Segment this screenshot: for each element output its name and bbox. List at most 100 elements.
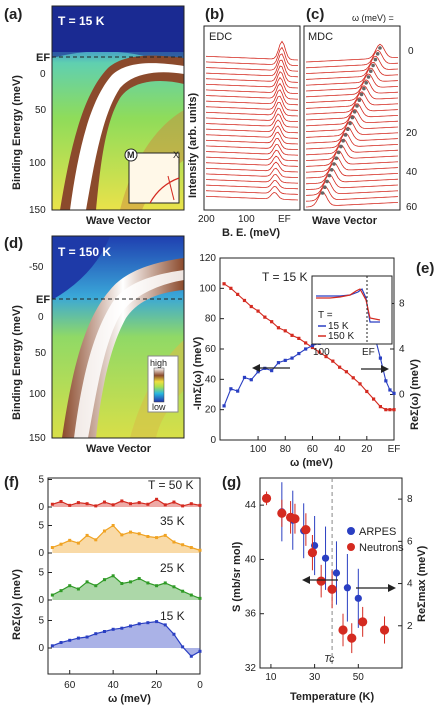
panel-d-ytick-100: 100 [29,389,46,400]
area-point [102,630,106,633]
area-point [172,585,176,589]
resigma-point [290,356,294,360]
area-point [76,501,80,505]
area-point [68,503,72,507]
area-point [155,620,159,624]
area-point [59,500,63,503]
mdc-curve [305,97,399,115]
area-point [181,645,185,649]
panel-e-ylabel-left: -ImΣ(ω) (meV) [192,336,204,410]
inset-150k-label: 150 K [328,331,354,342]
resigma-point [270,369,274,373]
panel-g-xtick: 50 [353,672,365,683]
area-point [120,582,124,585]
panel-g-ylabel-left: S (mb/sr mol) [231,541,243,612]
mdc-curve [305,186,399,202]
panel-b-label: (b) [205,6,224,23]
tc-label: Tc [324,654,334,665]
panel-g-xtick: 30 [309,672,321,683]
panel-f-ytick: 0 [38,548,44,559]
resigma-point [276,361,281,365]
mdc-curve [305,43,399,63]
inset-xtick-100: 100 [313,347,330,358]
area-point [76,587,80,591]
area-point [189,502,193,506]
edc-curves [205,40,299,201]
imsigma-point [242,298,247,303]
panel-d-ef-label: EF [36,294,50,306]
area-point [85,635,89,639]
area-point [102,500,106,504]
panel-f-ytick: 5 [38,475,44,486]
edc-curve [205,119,299,134]
resigma-point [256,370,260,374]
panel-a-label: (a) [4,6,22,23]
area-point [50,546,54,549]
area-point [163,623,167,627]
imsigma-point [222,282,226,286]
panel-g-ytick-left: 32 [245,663,257,674]
edc-curve [205,143,299,156]
mdc-peak-marker [343,133,348,137]
panel-g-label: (g) [222,474,241,491]
area-fill [52,499,200,507]
panel-g-ytick-right: 4 [407,579,413,590]
mdc-curve [305,144,399,161]
panel-f-ylabel: ReΣ(ω) (meV) [11,569,23,640]
area-point [129,624,133,628]
mdc-peak-marker [364,81,369,85]
panel-a-xlabel: Wave Vector [86,215,152,227]
mdc-curve [305,109,399,127]
imsigma-point [229,286,233,290]
mdc-peak-marker [355,104,359,108]
area-point [111,574,115,578]
panel-g-legend: ARPES Neutrons [347,526,404,554]
panel-e-label: (e) [416,260,434,277]
panel-f-ytick: 0 [38,595,44,606]
panel-d-ylabel: Binding Energy (meV) [11,305,23,420]
mdc-peak-marker [375,52,380,56]
panel-e-temperature: T = 15 K [262,270,307,284]
panel-e-ytick-left: 0 [210,435,216,446]
area-point [198,596,202,600]
area-point [146,621,150,625]
mdc-peak-marker [348,121,352,126]
area-point [137,577,141,581]
area-point [181,589,185,593]
panel-e-xtick: 60 [307,444,319,455]
mdc-peak-marker [369,69,373,73]
arpes-point [354,594,362,602]
imsigma-point [310,345,315,350]
imsigma-point [384,408,388,412]
area-point [137,532,141,536]
panel-g-ytick-right: 6 [407,536,413,547]
edc-curve [205,76,299,94]
mdc-curve [305,91,399,109]
edc-curve [205,71,299,89]
imsigma-point [304,341,308,345]
mdc-curve [305,103,399,121]
area-point [59,589,63,593]
mdc-curve [305,79,399,98]
area-point [94,504,98,508]
colorbar-high: high [150,358,167,368]
area-point [120,533,124,537]
mdc-curve [305,120,399,138]
inset-15k-label: 15 K [328,321,349,332]
mdc-curve [305,150,399,167]
area-point [155,536,159,540]
mdc-curve [305,180,399,196]
mdc-peak-marker [366,75,371,79]
edc-curve [205,82,299,100]
neutron-point [347,633,357,643]
panel-e-ytick-right: 4 [399,344,405,355]
panel-c-omega-label: ω (meV) = [352,13,394,23]
area-point [68,584,72,588]
mdc-peak-marker [320,191,325,195]
area-point [85,580,89,584]
area-point [68,638,72,642]
panel-b-xlabel: B. E. (meV) [222,227,280,239]
imsigma-point [392,408,396,412]
panel-g-ytick-right: 2 [407,621,413,632]
mdc-peak-marker [362,86,366,91]
